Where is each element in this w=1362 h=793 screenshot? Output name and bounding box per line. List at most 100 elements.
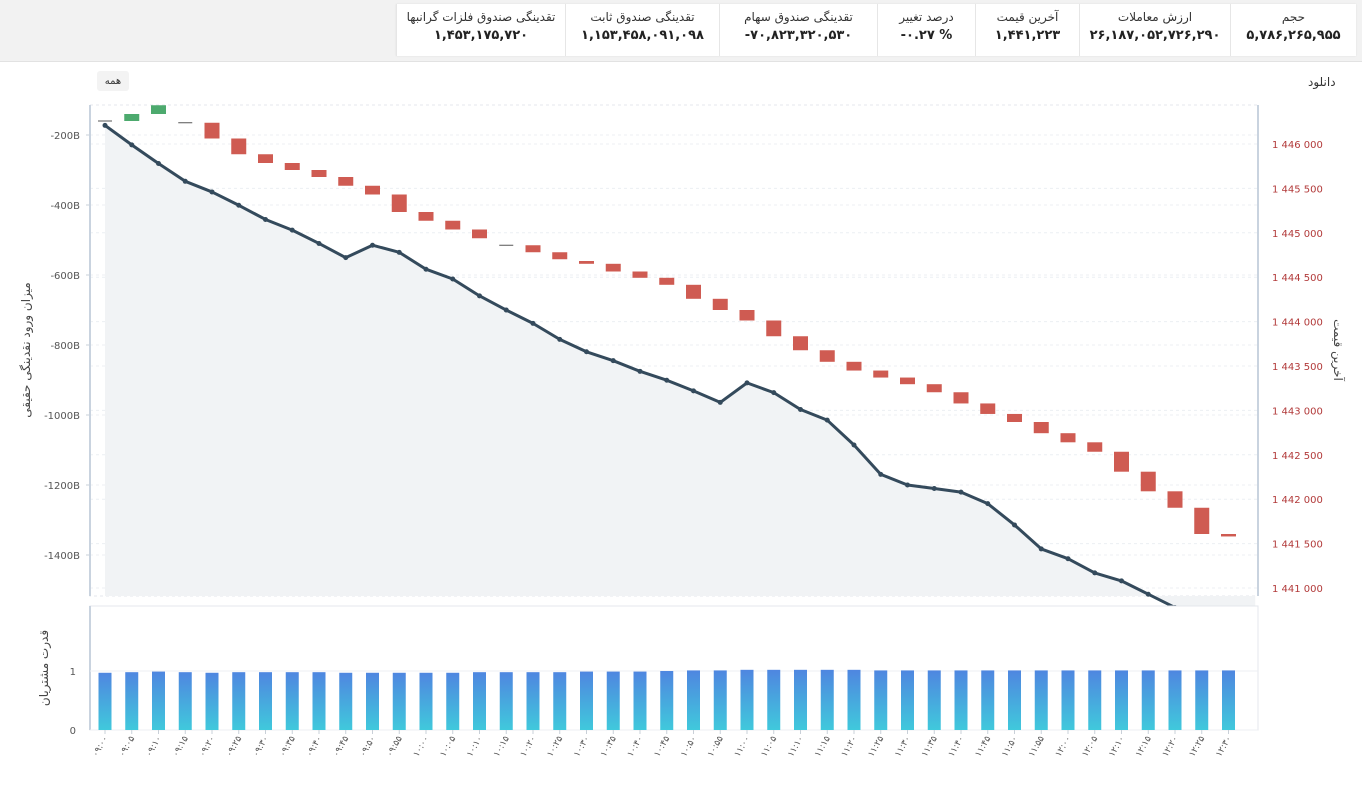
- flow-candle: [1194, 507, 1210, 534]
- flow-candle: [258, 154, 273, 163]
- x-tick-label: ۱۲:۲۰: [1161, 735, 1181, 759]
- x-tick-label: ۰۹:۳۰: [251, 735, 271, 759]
- buyer-power-bar: [312, 672, 326, 730]
- buyer-power-bar: [1222, 670, 1235, 730]
- x-tick-label: ۰۹:۰۵: [118, 734, 138, 759]
- flow-candle: [873, 370, 889, 378]
- price-point: [637, 368, 643, 374]
- sub-axis-title: قدرت مشتریان: [37, 630, 52, 706]
- flow-candle: [605, 263, 621, 272]
- buyer-power-bar: [981, 670, 995, 730]
- x-tick-label: ۱۱:۳۰: [893, 735, 913, 759]
- price-point: [717, 399, 723, 405]
- x-tick-label: ۰۹:۳۵: [278, 734, 298, 759]
- price-point: [503, 307, 509, 313]
- buyer-power-bar: [499, 672, 513, 730]
- x-tick-label: ۰۹:۰۰: [91, 735, 111, 759]
- right-tick-label: 1 442 500: [1272, 451, 1323, 462]
- stat-cell: ارزش معاملات ۲۶,۱۸۷,۰۵۲,۷۲۶,۲۹۰: [1079, 4, 1230, 56]
- price-point: [370, 242, 375, 248]
- price-point: [905, 482, 910, 488]
- buyer-power-bar: [339, 672, 353, 730]
- x-tick-label: ۱۱:۴۰: [947, 735, 967, 759]
- price-point: [477, 293, 482, 299]
- x-tick-label: ۱۲:۱۵: [1134, 734, 1154, 759]
- flow-candle: [953, 392, 969, 404]
- stat-value: ۱,۴۵۳,۱۷۵,۷۲۰: [433, 28, 529, 43]
- price-point: [985, 501, 991, 507]
- buyer-power-bar: [713, 670, 727, 730]
- x-tick-label: ۱۱:۵۰: [1000, 735, 1020, 759]
- x-tick-label: ۱۰:۵۵: [706, 734, 726, 759]
- price-point: [343, 255, 349, 261]
- buyer-power-bar: [1195, 670, 1209, 730]
- stat-value: ۲۶,۱۸۷,۰۵۲,۷۲۶,۲۹۰: [1089, 28, 1221, 43]
- buyer-power-bar: [633, 671, 647, 730]
- price-point: [450, 276, 456, 282]
- flow-candle: [739, 310, 755, 321]
- price-point: [263, 216, 268, 222]
- buyer-power-bar: [152, 671, 165, 730]
- right-tick-label: 1 441 000: [1272, 584, 1323, 595]
- buyer-power-bar: [767, 669, 781, 730]
- flow-candle: [632, 271, 648, 278]
- download-link[interactable]: دانلود: [1308, 75, 1336, 89]
- right-tick-label: 1 442 000: [1272, 495, 1323, 506]
- price-point: [744, 380, 750, 386]
- x-tick-label: ۱۰:۲۰: [519, 735, 539, 759]
- x-tick-label: ۱۰:۲۵: [546, 734, 566, 759]
- buyer-power-bar: [232, 672, 246, 730]
- price-point: [1065, 556, 1071, 562]
- flow-candle: [1060, 433, 1076, 443]
- price-point: [1038, 546, 1044, 552]
- price-point: [557, 336, 563, 342]
- price-point: [396, 249, 402, 255]
- price-point: [878, 471, 884, 477]
- range-all-button[interactable]: همه: [97, 71, 129, 91]
- price-point: [289, 227, 295, 233]
- flow-candle: [1114, 451, 1129, 472]
- x-tick-label: ۱۱:۵۵: [1027, 734, 1047, 759]
- flow-candle: [472, 229, 487, 239]
- price-point: [771, 390, 777, 396]
- sub-tick-label: 1: [70, 667, 76, 678]
- x-tick-label: ۱۰:۳۵: [599, 734, 619, 759]
- left-tick-label: -800B: [50, 341, 80, 352]
- price-point: [129, 142, 135, 148]
- x-tick-label: ۰۹:۱۵: [171, 734, 191, 759]
- right-axis-title: آخرین قیمت: [1330, 319, 1346, 381]
- buyer-power-bar: [259, 672, 272, 730]
- buyer-power-panel: 1 0 قدرت مشتریان ۰۹:۰۰ ۰۹:۰۵ ۰۹:۱۰ ۰۹:۱۵ ۰۹:۲۰ ۰…: [37, 605, 1259, 759]
- flow-candle: [1167, 491, 1183, 508]
- buyer-power-bar: [1034, 670, 1048, 730]
- price-point: [530, 320, 536, 326]
- x-tick-label: ۱۱:۱۰: [786, 735, 806, 759]
- left-tick-label: -1000B: [44, 411, 80, 422]
- flow-candle: [1221, 534, 1236, 537]
- price-point: [664, 377, 670, 383]
- flow-candle: [1007, 413, 1022, 422]
- buyer-power-bar: [392, 672, 406, 730]
- flow-candle: [926, 384, 942, 393]
- buyer-power-bar: [98, 672, 112, 730]
- price-point: [1145, 591, 1151, 597]
- flow-candle: [846, 361, 862, 371]
- x-tick-label: ۱۰:۳۰: [572, 735, 592, 759]
- flow-candle: [391, 194, 407, 212]
- buyer-power-bar: [419, 672, 433, 730]
- x-tick-label: ۰۹:۱۰: [144, 735, 164, 759]
- flow-candle: [900, 377, 915, 385]
- buyer-power-bar: [366, 672, 379, 730]
- price-point: [798, 407, 803, 413]
- stat-label: تقدینگی صندوق سهام: [744, 10, 853, 24]
- buyer-power-bar: [1115, 670, 1128, 730]
- flow-candle: [124, 114, 140, 121]
- x-tick-label: ۰۹:۵۵: [385, 734, 405, 759]
- x-tick-label: ۱۱:۱۵: [813, 734, 833, 759]
- x-tick-label: ۱۱:۳۵: [920, 734, 940, 759]
- buyer-power-bar: [847, 669, 861, 730]
- flow-candle: [151, 105, 166, 114]
- stat-value: ۵,۷۸۶,۲۶۵,۹۵۵: [1246, 28, 1341, 43]
- price-point: [958, 489, 964, 495]
- buyer-power-bar: [1141, 670, 1155, 730]
